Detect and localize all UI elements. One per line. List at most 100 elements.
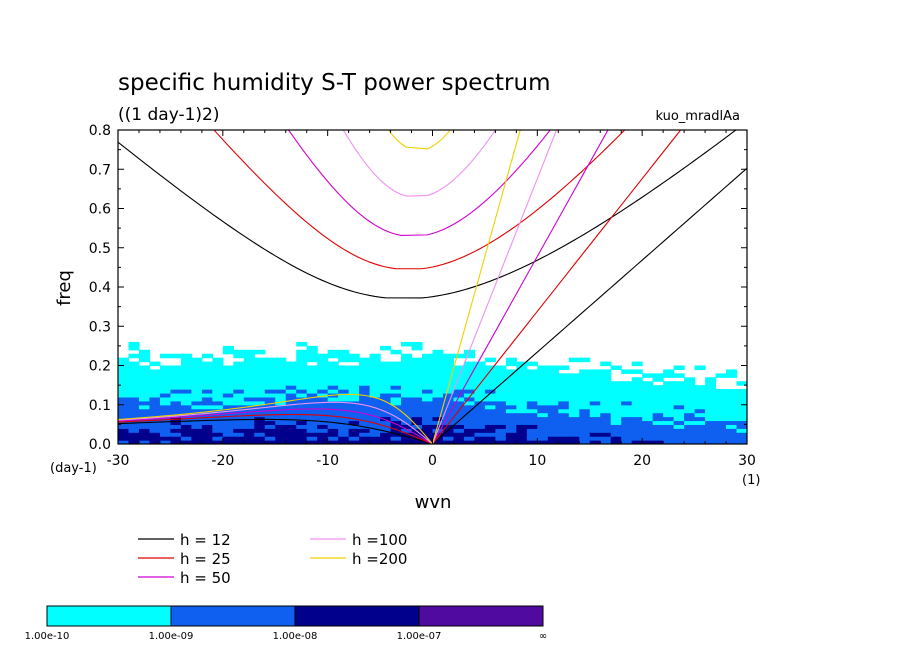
power-cell [684,440,696,444]
power-cell [705,400,717,406]
power-cell [296,361,308,367]
power-cell [327,389,339,394]
power-cell [317,353,329,359]
power-cell [306,436,318,441]
power-cell [600,404,612,410]
power-cell [422,432,434,437]
power-cell [663,373,675,378]
power-cell [254,365,266,371]
power-cell [495,404,507,410]
power-cell [264,365,276,371]
power-cell [411,377,423,382]
power-cell [348,373,360,378]
power-cell [390,424,402,429]
power-cell [338,392,350,398]
power-cell [505,357,517,363]
power-cell [327,385,339,390]
power-cell [526,428,538,433]
power-cell [180,353,192,359]
power-cell [547,400,559,406]
power-cell [474,389,486,394]
power-cell [411,420,423,425]
power-cell [359,396,371,402]
power-cell [663,420,675,425]
power-cell [233,432,245,437]
power-cell [390,349,402,355]
power-cell [589,373,601,378]
power-cell [359,389,371,394]
power-cell [401,396,413,402]
power-cell [348,357,360,363]
power-cell [621,381,633,386]
power-cell [694,428,706,433]
power-cell [673,396,685,402]
power-cell [705,412,717,418]
power-cell [505,412,517,418]
power-cell [118,440,130,444]
power-cell [642,396,654,402]
power-cell [474,424,486,429]
power-cell [474,432,486,437]
power-cell [243,420,255,425]
power-cell [401,400,413,406]
power-cell [296,428,308,433]
power-cell [495,432,507,437]
power-cell [212,416,224,422]
power-cell [149,440,161,444]
power-cell [495,396,507,402]
power-cell [422,400,434,406]
power-cell [736,424,747,429]
power-cell [505,385,517,390]
power-cell [663,416,675,422]
power-cell [180,385,192,390]
power-cell [694,408,706,414]
power-cell [118,408,130,414]
power-cell [422,392,434,398]
power-cell [505,420,517,425]
power-cell [170,381,182,386]
power-cell [422,357,434,363]
power-cell [254,428,266,433]
power-cell [222,412,234,418]
power-cell [243,424,255,429]
power-cell [568,416,580,422]
y-tick-label: 0.0 [89,437,111,453]
power-cell [118,385,130,390]
power-cell [138,389,151,394]
power-cell [191,361,203,367]
power-cell [652,432,664,437]
power-cell [233,396,245,402]
power-cell [600,408,612,414]
power-cell [243,396,255,402]
power-cell [296,373,308,378]
power-cell [484,412,496,418]
power-cell [411,408,423,414]
power-cell [694,420,706,425]
power-cell [684,400,696,406]
power-cell [495,400,507,406]
power-cell [537,377,549,382]
power-cell [275,424,287,429]
power-cell [673,408,685,414]
power-cell [338,404,350,410]
power-cell [233,365,245,371]
power-cell [684,420,696,425]
power-cell [369,365,381,371]
power-cell [579,412,591,418]
power-cell [212,381,224,386]
power-cell [684,392,696,398]
power-cell [201,392,213,398]
power-cell [327,365,339,371]
power-cell [715,396,727,402]
power-cell [505,432,517,437]
power-cell [684,377,696,382]
power-cell [338,416,350,422]
power-cell [327,432,339,437]
power-cell [380,404,392,410]
power-cell [390,408,402,414]
power-cell [463,361,476,367]
power-cell [348,377,360,382]
power-cell [138,428,151,433]
power-cell [526,392,538,398]
power-cell [432,365,444,371]
